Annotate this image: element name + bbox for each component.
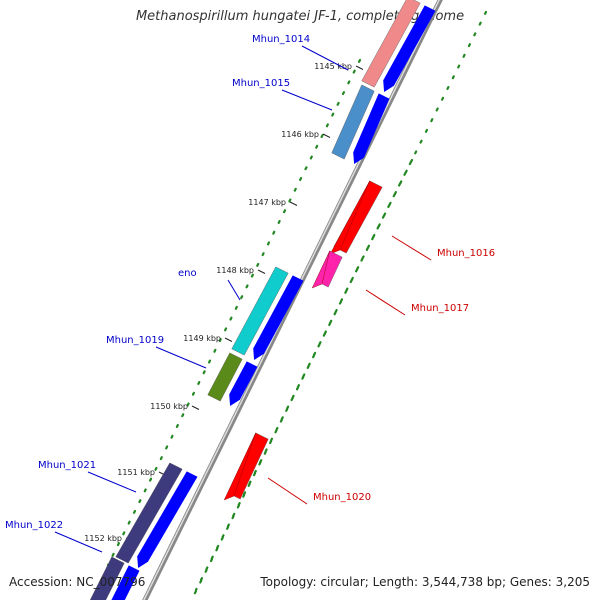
- strand-arrow-Mhun_1016: [329, 180, 370, 255]
- tick-mark: [191, 405, 200, 410]
- tick-mark: [355, 65, 364, 70]
- gc-track-1: [194, 158, 414, 592]
- gene-feature-Mhun_1021[interactable]: [115, 462, 183, 564]
- tick-mark: [257, 269, 266, 274]
- cds-arrow-Mhun_1022[interactable]: [111, 565, 140, 600]
- leader-line: [227, 279, 241, 301]
- leader-line: [155, 346, 207, 369]
- cds-arrow-Mhun_1019[interactable]: [229, 361, 258, 407]
- gc-track-0: [190, 10, 488, 600]
- cds-arrow-Mhun_1021[interactable]: [137, 471, 198, 569]
- tick-mark: [322, 133, 331, 138]
- tick-label: 1151 kbp: [117, 468, 155, 477]
- strand-arrow-Mhun_1017: [311, 250, 330, 289]
- leader-line: [281, 89, 333, 111]
- tick-label: 1148 kbp: [216, 266, 254, 275]
- leader-line: [54, 531, 103, 553]
- tick-label: 1152 kbp: [84, 534, 122, 543]
- tick-mark: [289, 201, 298, 206]
- tick-mark: [224, 337, 233, 342]
- tick-label: 1146 kbp: [281, 130, 319, 139]
- cds-arrow-Mhun_1014[interactable]: [383, 5, 436, 93]
- gene-label-Mhun_1017[interactable]: Mhun_1017: [411, 303, 469, 314]
- cds-arrow-Mhun_1015[interactable]: [353, 93, 390, 165]
- leader-line: [365, 289, 406, 316]
- tick-label: 1147 kbp: [248, 198, 286, 207]
- gene-feature-Mhun_1022[interactable]: [89, 556, 125, 600]
- leader-line: [301, 45, 349, 71]
- tick-label: 1149 kbp: [183, 334, 221, 343]
- gc-track-2: [106, 58, 362, 567]
- gene-label-Mhun_1020[interactable]: Mhun_1020: [313, 492, 371, 503]
- gene-label-Mhun_1016[interactable]: Mhun_1016: [437, 248, 495, 259]
- gene-feature-Mhun_1014[interactable]: [361, 0, 421, 88]
- gene-label-Mhun_1015[interactable]: Mhun_1015: [232, 78, 290, 89]
- cds-arrow-eno[interactable]: [253, 275, 304, 361]
- leader-line: [267, 477, 308, 505]
- tick-label: 1150 kbp: [150, 402, 188, 411]
- leader-line: [391, 235, 432, 261]
- strand-arrow-Mhun_1020: [223, 432, 256, 501]
- gene-label-Mhun_1022[interactable]: Mhun_1022: [5, 520, 63, 531]
- gene-feature-Mhun_1019[interactable]: [207, 352, 243, 402]
- gene-feature-Mhun_1015[interactable]: [331, 84, 375, 160]
- map-title: Methanospirillum hungatei JF-1, complete…: [135, 9, 465, 24]
- gene-label-Mhun_1021[interactable]: Mhun_1021: [38, 460, 96, 471]
- leader-line: [87, 471, 137, 493]
- topology-summary: Topology: circular; Length: 3,544,738 bp…: [260, 575, 590, 589]
- tick-label: 1145 kbp: [314, 62, 352, 71]
- gene-label-eno[interactable]: eno: [178, 268, 197, 279]
- gene-feature-eno[interactable]: [231, 266, 289, 356]
- gene-label-Mhun_1014[interactable]: Mhun_1014: [252, 34, 310, 45]
- gene-label-Mhun_1019[interactable]: Mhun_1019: [106, 335, 164, 346]
- accession-text: Accession: NC_007796: [9, 575, 146, 589]
